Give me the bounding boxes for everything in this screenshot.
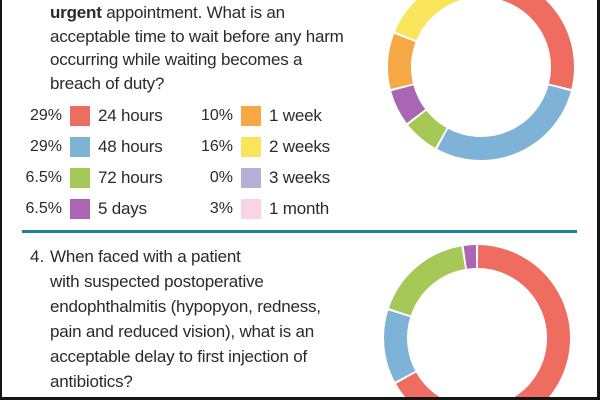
- legend-label: 24 hours: [98, 106, 163, 125]
- question-4-number: 4.: [30, 247, 45, 266]
- legend-item: 29% 48 hours: [22, 137, 163, 157]
- question-line: pain and reduced vision), what is an: [50, 322, 315, 341]
- section-divider: [22, 230, 577, 233]
- donut-segment: [391, 84, 426, 124]
- legend-label: 1 month: [269, 199, 330, 218]
- legend-label: 1 week: [269, 106, 322, 125]
- legend-label: 72 hours: [98, 168, 163, 187]
- donut-chart-endophthalmitis: [384, 245, 570, 397]
- donut-segment: [388, 33, 416, 90]
- legend-swatch: [241, 199, 261, 219]
- donut-segment: [437, 84, 571, 160]
- donut-segment: [501, 0, 574, 90]
- legend-item: 6.5% 72 hours: [22, 168, 163, 188]
- donut-chart-wait-time: [388, 0, 574, 160]
- chart-legend-left-column: 29% 24 hours 29% 48 hours 6.5% 72 hours …: [22, 106, 163, 219]
- legend-percent: 29%: [29, 107, 62, 124]
- question-line: breach of duty?: [50, 73, 165, 93]
- question-line: When faced with a patient: [50, 247, 241, 266]
- legend-percent: 3%: [209, 200, 233, 217]
- question-4-text: When faced with a patient with suspected…: [50, 244, 321, 394]
- legend-item: 10% 1 week: [193, 106, 330, 126]
- legend-label: 48 hours: [98, 137, 163, 156]
- legend-swatch: [70, 137, 90, 157]
- donut-segment: [396, 245, 570, 397]
- donut-segment: [384, 310, 416, 382]
- donut-segment: [388, 246, 466, 316]
- legend-item: 6.5% 5 days: [22, 199, 163, 219]
- legend-item: 3% 1 month: [193, 199, 330, 219]
- legend-label: 5 days: [98, 199, 147, 218]
- chart-legend-right-column: 10% 1 week 16% 2 weeks 0% 3 weeks 3% 1 m…: [193, 106, 330, 219]
- legend-swatch: [241, 168, 261, 188]
- question-line: occurring while waiting becomes a: [50, 50, 303, 69]
- question-3-text: urgent appointment. What is an acceptabl…: [50, 1, 344, 95]
- legend-item: 16% 2 weeks: [193, 137, 330, 157]
- donut-segment: [394, 0, 461, 41]
- legend-label: 3 weeks: [269, 168, 330, 187]
- legend-percent: 6.5%: [25, 169, 62, 186]
- legend-label: 2 weeks: [269, 137, 330, 156]
- question-line: acceptable time to wait before any harm: [50, 26, 344, 46]
- legend-percent: 16%: [200, 138, 233, 155]
- legend-swatch: [70, 199, 90, 219]
- question-line: with suspected postoperative: [50, 272, 264, 291]
- legend-percent: 10%: [200, 107, 233, 124]
- legend-percent: 6.5%: [25, 200, 62, 217]
- donut-segment: [408, 110, 447, 148]
- legend-percent: 0%: [209, 169, 233, 186]
- question-line: urgent appointment. What is an: [50, 1, 344, 25]
- legend-swatch: [241, 106, 261, 126]
- legend-percent: 29%: [29, 138, 62, 155]
- question-bold-word: urgent: [50, 3, 102, 22]
- legend-item: 0% 3 weeks: [193, 168, 330, 188]
- legend-swatch: [70, 106, 90, 126]
- legend-swatch: [241, 137, 261, 157]
- question-line: endophthalmitis (hypopyon, redness,: [50, 297, 321, 316]
- legend-swatch: [70, 168, 90, 188]
- question-line: antibiotics?: [50, 372, 133, 391]
- donut-segment: [463, 245, 477, 269]
- legend-item: 29% 24 hours: [22, 106, 163, 126]
- question-line-rest: appointment. What is an: [101, 3, 285, 22]
- question-line: acceptable delay to first injection of: [50, 347, 307, 366]
